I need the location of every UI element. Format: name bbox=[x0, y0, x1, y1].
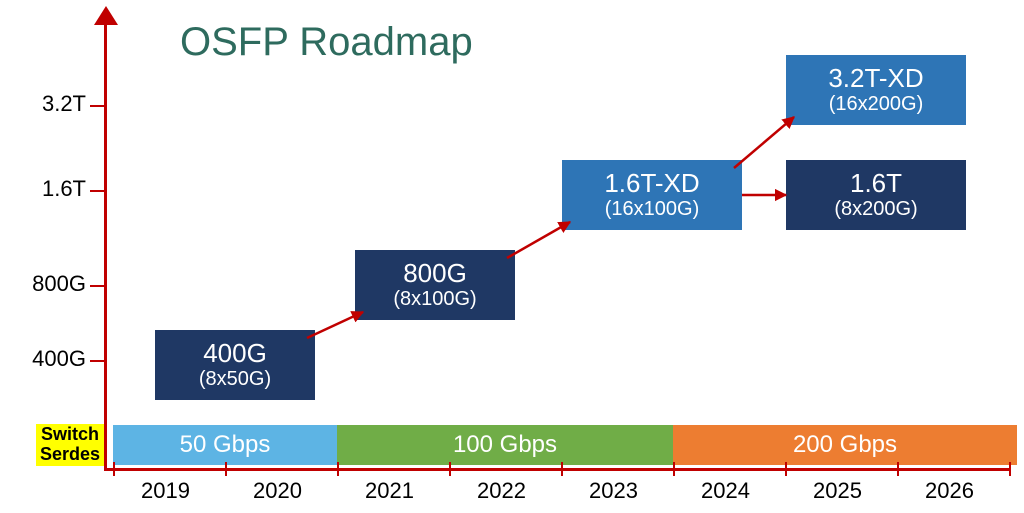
node-subtitle: (16x200G) bbox=[829, 93, 924, 116]
x-axis-line bbox=[104, 468, 1010, 471]
x-tick-mark bbox=[337, 462, 339, 476]
serdes-band: 200 Gbps bbox=[673, 425, 1017, 465]
x-year-label: 2020 bbox=[253, 478, 302, 504]
x-tick-mark bbox=[897, 462, 899, 476]
roadmap-node-n16t: 1.6T(8x200G) bbox=[786, 160, 966, 230]
node-subtitle: (8x50G) bbox=[199, 368, 271, 391]
y-tick-label: 1.6T bbox=[42, 176, 86, 202]
node-title: 400G bbox=[203, 339, 267, 369]
node-subtitle: (16x100G) bbox=[605, 198, 700, 221]
serdes-label-line1: Switch bbox=[41, 425, 99, 445]
node-subtitle: (8x200G) bbox=[834, 198, 917, 221]
serdes-band: 100 Gbps bbox=[337, 425, 673, 465]
node-subtitle: (8x100G) bbox=[393, 288, 476, 311]
x-year-label: 2019 bbox=[141, 478, 190, 504]
x-tick-mark bbox=[449, 462, 451, 476]
node-title: 3.2T-XD bbox=[828, 64, 923, 94]
roadmap-node-n800: 800G(8x100G) bbox=[355, 250, 515, 320]
y-tick-mark bbox=[90, 285, 104, 287]
x-tick-mark bbox=[785, 462, 787, 476]
y-tick-mark bbox=[90, 190, 104, 192]
y-tick-label: 3.2T bbox=[42, 91, 86, 117]
y-axis-line bbox=[104, 18, 107, 468]
x-year-label: 2026 bbox=[925, 478, 974, 504]
serdes-band: 50 Gbps bbox=[113, 425, 337, 465]
x-tick-mark bbox=[113, 462, 115, 476]
roadmap-node-n400: 400G(8x50G) bbox=[155, 330, 315, 400]
y-tick-mark bbox=[90, 360, 104, 362]
y-tick-mark bbox=[90, 105, 104, 107]
serdes-label-line2: Serdes bbox=[40, 445, 100, 465]
x-tick-mark bbox=[225, 462, 227, 476]
chart-title: OSFP Roadmap bbox=[180, 20, 473, 65]
x-tick-mark bbox=[1009, 462, 1011, 476]
x-year-label: 2022 bbox=[477, 478, 526, 504]
x-year-label: 2023 bbox=[589, 478, 638, 504]
node-title: 1.6T bbox=[850, 169, 902, 199]
roadmap-arrow bbox=[734, 117, 794, 168]
x-year-label: 2024 bbox=[701, 478, 750, 504]
roadmap-chart: OSFP Roadmap 3.2T 1.6T 800G 400G SwitchSerd… bbox=[0, 0, 1024, 513]
roadmap-node-n32xd: 3.2T-XD(16x200G) bbox=[786, 55, 966, 125]
y-tick-label: 400G bbox=[32, 346, 86, 372]
x-tick-mark bbox=[561, 462, 563, 476]
y-tick-label: 800G bbox=[32, 271, 86, 297]
serdes-label: SwitchSerdes bbox=[36, 424, 104, 466]
x-year-label: 2021 bbox=[365, 478, 414, 504]
y-axis-arrowhead bbox=[94, 6, 118, 25]
roadmap-arrow bbox=[507, 222, 570, 258]
x-tick-mark bbox=[673, 462, 675, 476]
node-title: 1.6T-XD bbox=[604, 169, 699, 199]
node-title: 800G bbox=[403, 259, 467, 289]
x-year-label: 2025 bbox=[813, 478, 862, 504]
roadmap-node-n16xd: 1.6T-XD(16x100G) bbox=[562, 160, 742, 230]
